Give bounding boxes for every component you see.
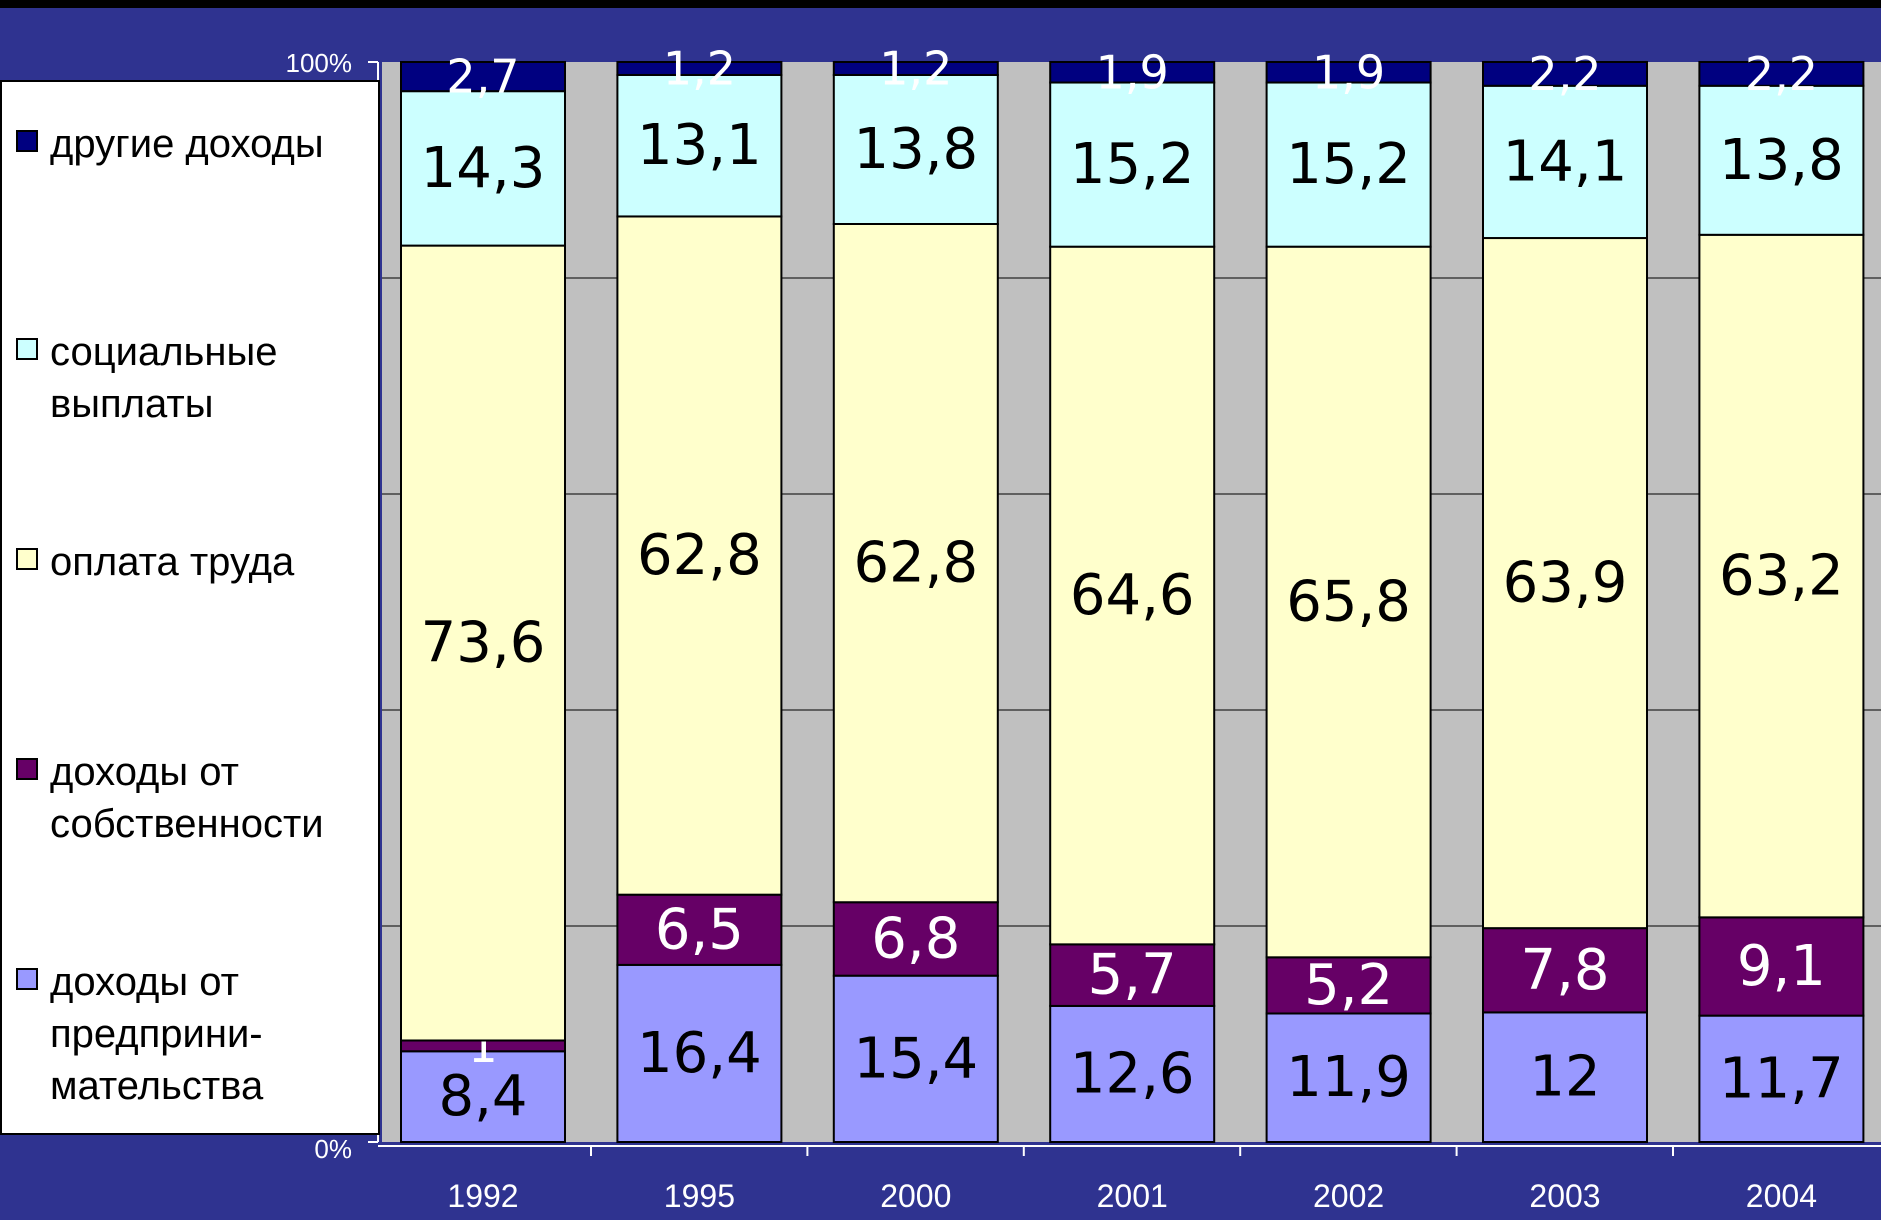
legend-swatch-wages (16, 548, 38, 570)
legend: другие доходы социальные выплаты оплата … (0, 80, 380, 1135)
bar-segment (1049, 61, 1216, 84)
data-label: 12 (1529, 1045, 1600, 1110)
data-label: 62,8 (853, 531, 978, 596)
bar-segment (1698, 233, 1865, 919)
top-strip (0, 0, 1881, 8)
data-label: 11,7 (1719, 1046, 1844, 1111)
bar-segment (1698, 61, 1865, 87)
data-label: 15,2 (1070, 132, 1195, 197)
legend-item-social: социальные выплаты (16, 326, 380, 430)
data-label: 14,3 (421, 136, 546, 201)
legend-item-business: доходы от предприни- мательства (16, 956, 380, 1112)
data-label: 11,9 (1286, 1045, 1411, 1110)
x-tick-label: 2003 (1529, 1178, 1600, 1214)
data-label: 1,9 (1096, 45, 1169, 99)
x-tick-label: 1992 (447, 1178, 518, 1214)
data-label: 6,8 (871, 906, 960, 971)
bar-segment (1482, 1011, 1648, 1144)
data-label: 1,2 (663, 41, 736, 95)
legend-label-property: доходы от собственности (50, 750, 324, 846)
bar-segment (1482, 237, 1648, 930)
legend-label-social: социальные выплаты (50, 330, 278, 426)
bar-segment (1482, 927, 1648, 1014)
data-label: 14,1 (1503, 129, 1628, 194)
legend-item-wages: оплата труда (16, 536, 380, 588)
data-label: 13,1 (637, 113, 762, 178)
bar-segment (1265, 81, 1432, 248)
data-label: 12,6 (1070, 1041, 1195, 1106)
y-tick-label: 0% (314, 1134, 352, 1164)
bar-segment (1049, 245, 1216, 946)
legend-item-other: другие доходы (16, 118, 380, 170)
data-label: 2,2 (1528, 47, 1601, 101)
data-label: 8,4 (438, 1064, 527, 1129)
data-label: 9,1 (1737, 934, 1826, 999)
data-label: 6,5 (655, 897, 744, 962)
bar-segment (1265, 61, 1432, 84)
legend-item-property: доходы от собственности (16, 746, 380, 850)
bar-segment (400, 1050, 566, 1144)
x-tick-label: 2001 (1097, 1178, 1168, 1214)
data-label: 15,2 (1286, 132, 1411, 197)
bar-segment (1049, 1004, 1216, 1143)
bar-segment (616, 963, 783, 1143)
bar-segment (400, 61, 566, 93)
bar-segment (832, 901, 999, 977)
data-label: 2,2 (1745, 47, 1818, 101)
data-label: 1,9 (1312, 45, 1385, 99)
legend-label-other: другие доходы (50, 122, 324, 166)
data-label: 2,7 (446, 50, 519, 104)
data-label: 65,8 (1286, 570, 1411, 635)
data-label: 5,2 (1304, 953, 1393, 1018)
bar-segment (1698, 916, 1865, 1017)
bar-segment (616, 73, 783, 218)
bar-segment (832, 73, 999, 225)
legend-label-business: доходы от предприни- мательства (50, 960, 264, 1108)
legend-label-wages: оплата труда (50, 540, 295, 584)
bar-segment (832, 223, 999, 904)
y-tick-label: 100% (286, 48, 353, 78)
bar-segment (616, 215, 783, 896)
x-tick-label: 2004 (1746, 1178, 1817, 1214)
data-label: 13,8 (853, 117, 978, 182)
legend-swatch-property (16, 758, 38, 780)
data-label: 1,2 (879, 41, 952, 95)
bar-segment (832, 974, 999, 1143)
data-label: 5,7 (1088, 943, 1177, 1008)
x-tick-label: 2002 (1313, 1178, 1384, 1214)
data-label: 63,2 (1719, 544, 1844, 609)
bar-segment (400, 244, 566, 1042)
data-label: 16,4 (637, 1021, 762, 1086)
data-label: 73,6 (421, 611, 546, 676)
legend-swatch-social (16, 338, 38, 360)
bar-segment (1265, 1012, 1432, 1143)
data-label: 13,8 (1719, 128, 1844, 193)
data-label: 64,6 (1070, 563, 1195, 628)
bar-segment (1049, 943, 1216, 1007)
data-label: 62,8 (637, 523, 762, 588)
legend-swatch-business (16, 968, 38, 990)
bar-segment (1265, 956, 1432, 1015)
bar-segment (616, 893, 783, 966)
bar-segment (1049, 81, 1216, 248)
bar-segment (832, 61, 999, 76)
data-label: 15,4 (853, 1026, 978, 1091)
legend-swatch-other (16, 130, 38, 152)
bar-segment (1698, 84, 1865, 236)
data-label: 63,9 (1503, 551, 1628, 616)
bar-segment (1482, 61, 1648, 87)
data-label: 7,8 (1520, 938, 1609, 1003)
bar-segment (400, 90, 566, 247)
x-tick-label: 1995 (664, 1178, 735, 1214)
x-tick-label: 2000 (880, 1178, 951, 1214)
bar-segment (616, 61, 783, 76)
